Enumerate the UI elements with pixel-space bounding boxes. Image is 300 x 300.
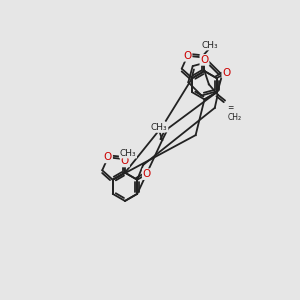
Text: O: O (200, 55, 208, 65)
Text: CH₃: CH₃ (151, 123, 168, 132)
Text: H: H (157, 122, 165, 132)
Text: =
CH₂: = CH₂ (227, 103, 242, 122)
Text: CH₃: CH₃ (120, 149, 136, 158)
Text: O: O (104, 152, 112, 162)
Text: O: O (222, 68, 230, 78)
Text: O: O (183, 51, 192, 61)
Text: O: O (121, 157, 129, 166)
Text: O: O (143, 169, 151, 179)
Text: CH₃: CH₃ (202, 40, 218, 50)
